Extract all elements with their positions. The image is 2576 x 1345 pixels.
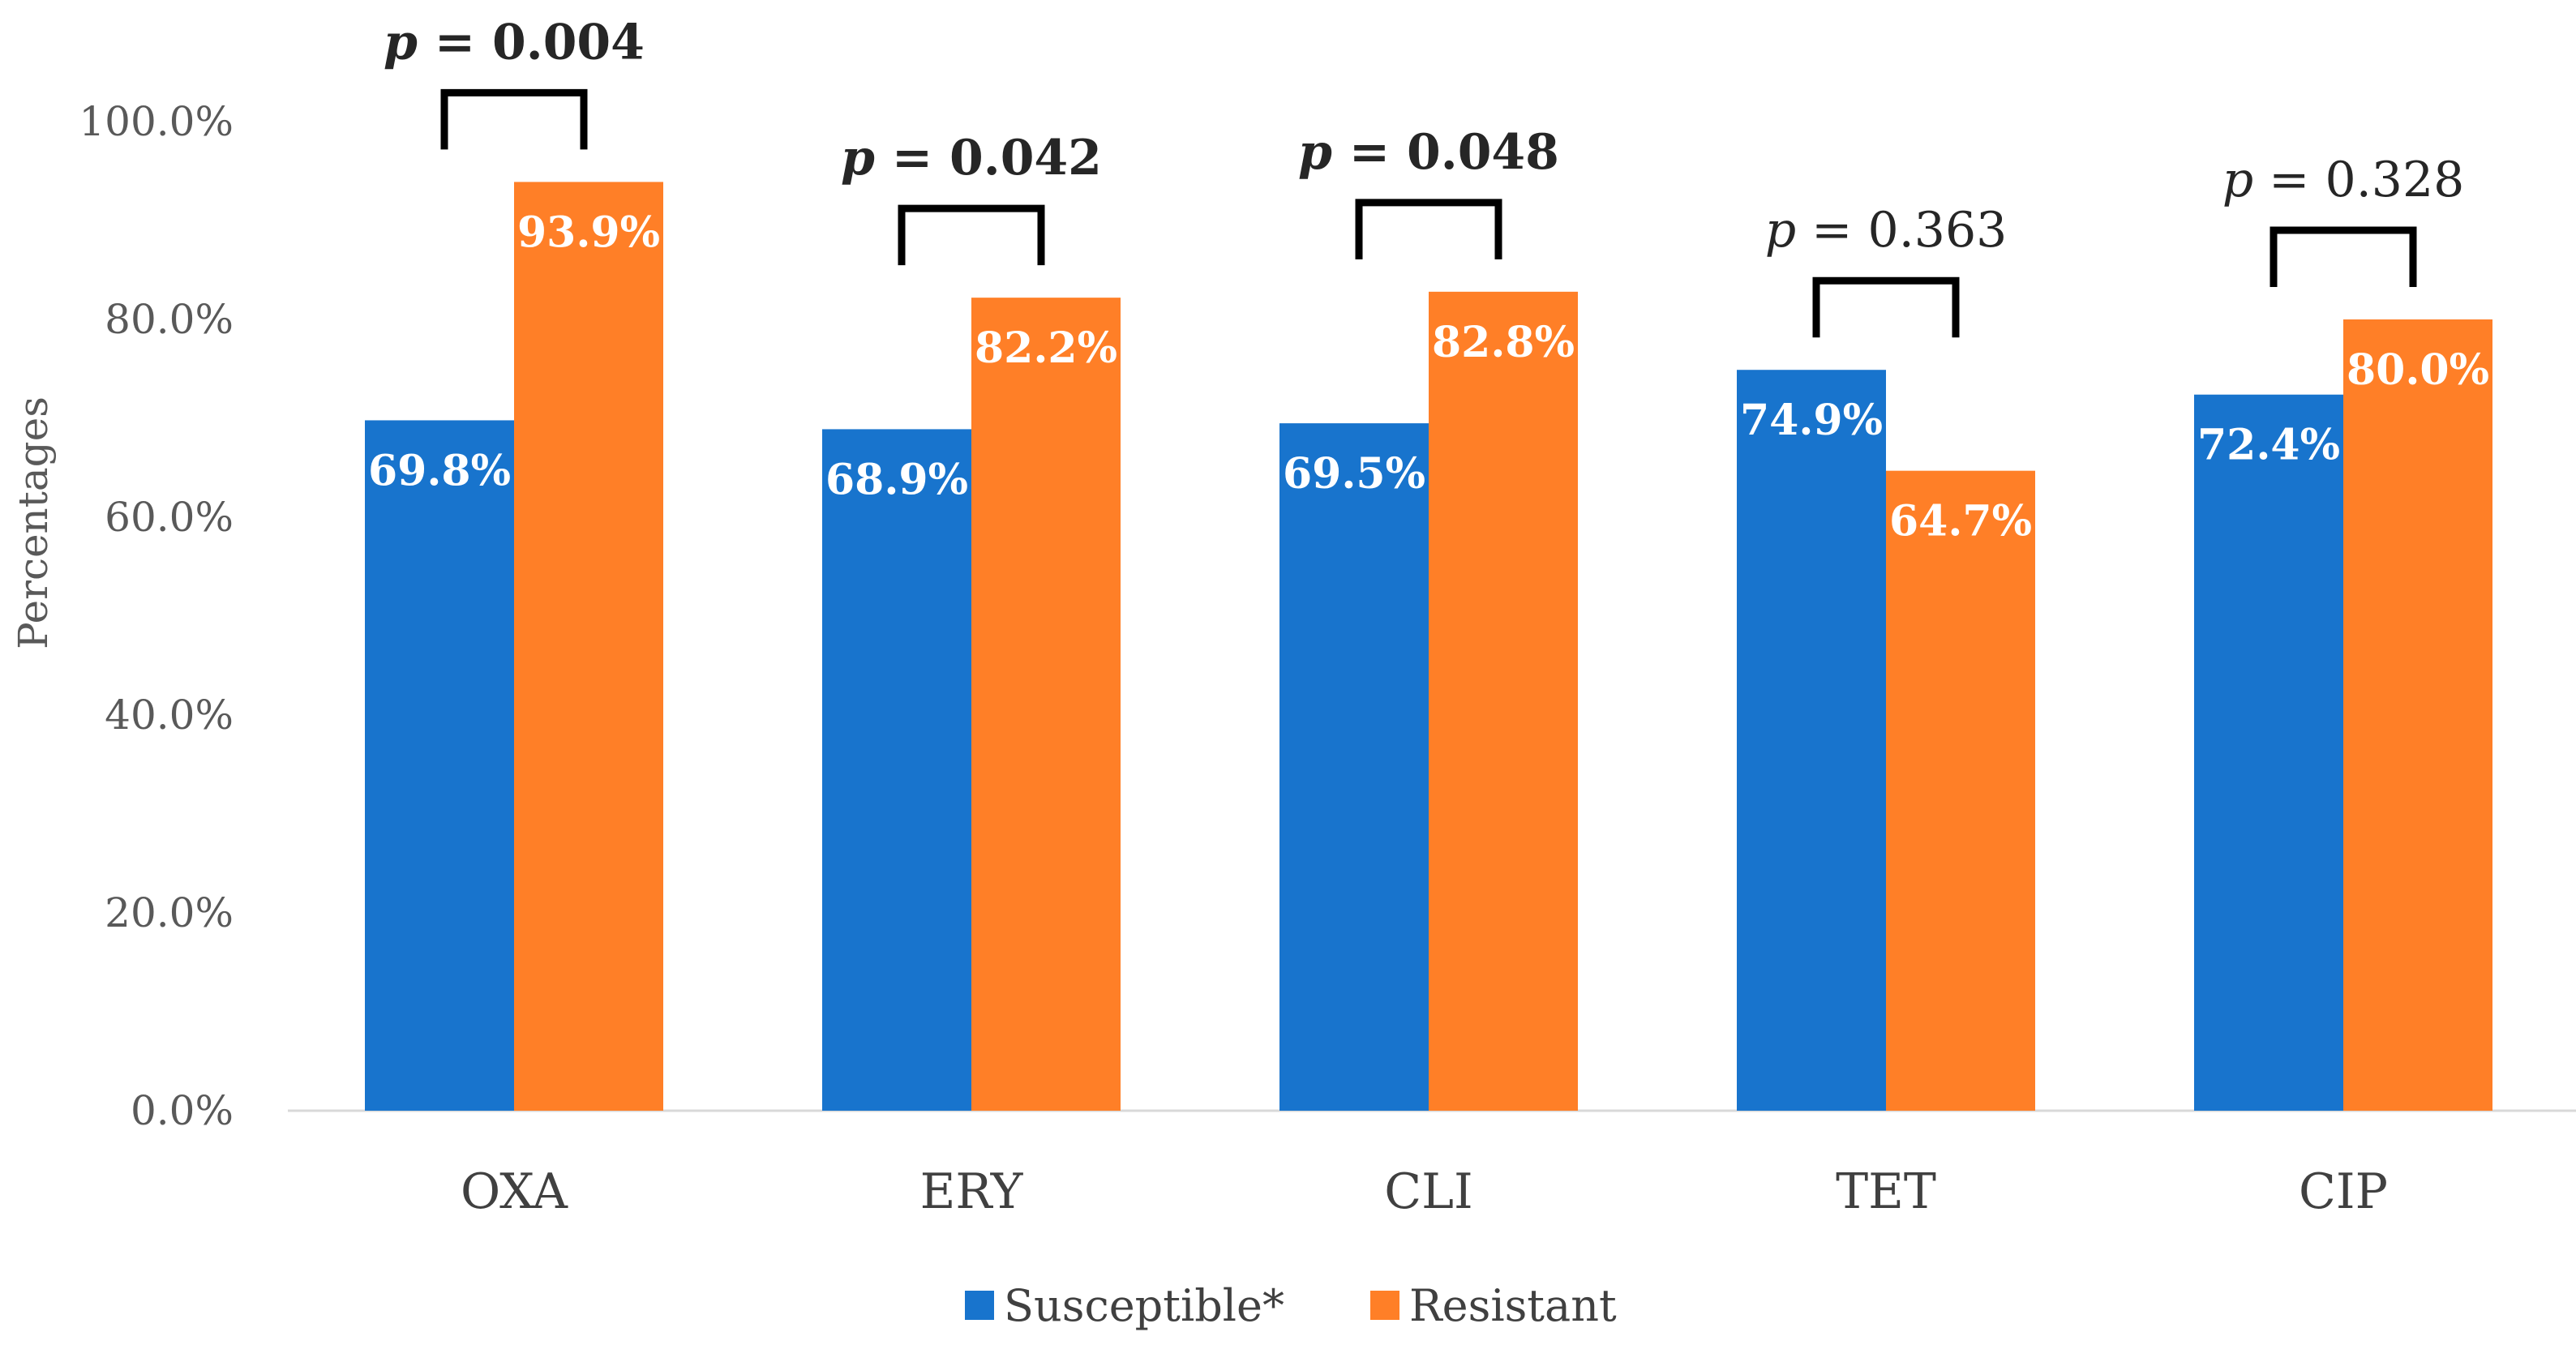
bar-ery-resistant — [971, 298, 1121, 1111]
bar-cli-resistant — [1429, 291, 1578, 1112]
p-symbol: p — [2222, 152, 2253, 208]
p-symbol: p — [1298, 124, 1332, 181]
significance-bracket — [1812, 276, 1960, 338]
p-symbol: p — [384, 14, 418, 71]
x-tick-label: CLI — [1384, 1163, 1472, 1220]
p-value-label: p = 0.048 — [1298, 124, 1559, 181]
x-tick-label: ERY — [920, 1163, 1024, 1220]
data-label: 64.7% — [1889, 497, 2032, 546]
y-tick-label: 60.0% — [105, 494, 234, 541]
legend: Susceptible* Resistant — [965, 1280, 1617, 1331]
data-label: 80.0% — [2347, 345, 2489, 395]
y-tick-label: 80.0% — [105, 296, 234, 343]
data-label: 69.5% — [1283, 449, 1425, 499]
p-value: = 0.004 — [418, 14, 645, 71]
bar-tet-susceptible — [1737, 370, 1886, 1112]
data-label: 72.4% — [2197, 421, 2340, 470]
p-symbol: p — [1765, 202, 1796, 259]
p-value-label: p = 0.363 — [1765, 202, 2008, 259]
p-value-label: p = 0.328 — [2222, 152, 2465, 208]
bar-oxa-susceptible — [365, 420, 514, 1111]
legend-swatch — [1370, 1291, 1399, 1320]
data-label: 68.9% — [825, 455, 968, 504]
significance-bracket — [1355, 199, 1502, 259]
bar-ery-susceptible — [822, 429, 971, 1111]
bar-cip-resistant — [2343, 319, 2492, 1111]
p-value: = 0.048 — [1332, 124, 1559, 181]
p-value-label: p = 0.004 — [384, 14, 645, 71]
y-tick-label: 100.0% — [79, 98, 234, 145]
y-tick-label: 40.0% — [105, 692, 234, 739]
y-tick-label: 20.0% — [105, 889, 234, 936]
significance-bracket — [2270, 226, 2417, 287]
p-value: = 0.042 — [875, 130, 1102, 186]
data-label: 74.9% — [1740, 396, 1883, 445]
legend-swatch — [965, 1291, 994, 1320]
bar-oxa-resistant — [514, 182, 663, 1111]
p-value: = 0.363 — [1796, 202, 2007, 259]
x-axis: OXA ERY CLI TET CIP — [461, 1163, 2388, 1220]
bar-cip-susceptible — [2194, 394, 2343, 1112]
data-label: 82.8% — [1432, 318, 1575, 367]
bars: 69.8% 93.9% 68.9% 82.2% 69.5% 82.8% 74.9% 64.7%… — [365, 182, 2492, 1112]
p-symbol: p — [841, 130, 875, 186]
bar-tet-resistant — [1886, 470, 2035, 1111]
legend-label: Resistant — [1409, 1280, 1617, 1331]
data-label: 69.8% — [368, 446, 511, 495]
data-label: 93.9% — [517, 208, 660, 257]
y-tick-label: 0.0% — [131, 1087, 234, 1134]
significance-bracket — [440, 88, 588, 150]
significance-bracket — [898, 204, 1045, 266]
x-tick-label: CIP — [2299, 1163, 2388, 1220]
p-value-label: p = 0.042 — [841, 130, 1102, 186]
x-tick-label: TET — [1836, 1163, 1936, 1220]
legend-label: Susceptible* — [1004, 1280, 1284, 1331]
p-value: = 0.328 — [2253, 152, 2464, 208]
data-label: 82.2% — [975, 323, 1117, 373]
x-tick-label: OXA — [461, 1163, 568, 1220]
y-axis: 0.0% 20.0% 40.0% 60.0% 80.0% 100.0% — [79, 98, 234, 1134]
y-axis-title: Percentages — [10, 396, 57, 649]
bar-cli-susceptible — [1279, 423, 1429, 1111]
